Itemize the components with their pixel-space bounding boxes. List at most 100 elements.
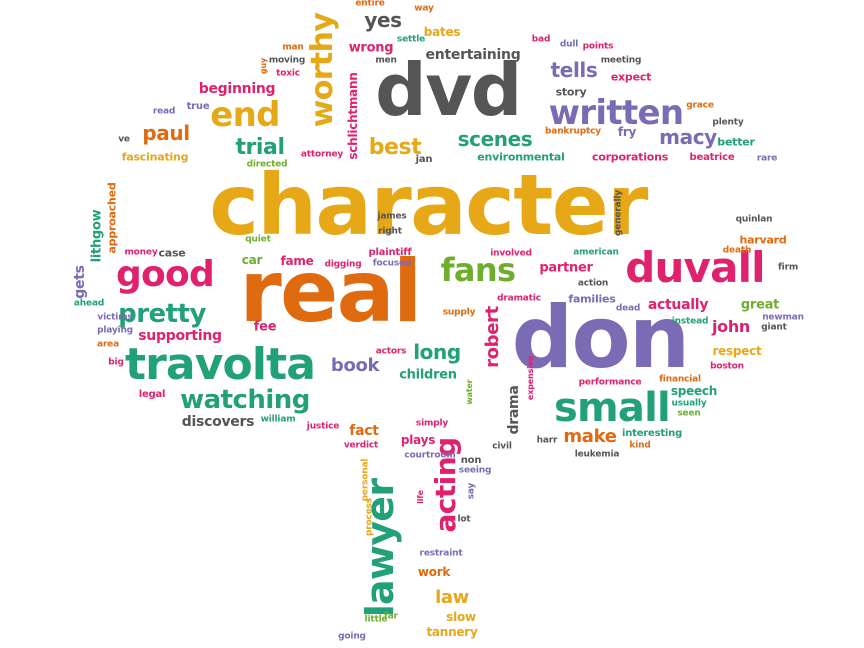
word-ahead: ahead — [73, 298, 105, 309]
word-lot: lot — [457, 514, 471, 525]
word-directed: directed — [246, 159, 288, 170]
word-ve: ve — [118, 134, 130, 145]
word-points: points — [582, 41, 614, 52]
word-james: james — [377, 211, 407, 222]
word-end: end — [210, 95, 280, 135]
word-water: water — [465, 379, 474, 405]
word-verdict: verdict — [343, 440, 379, 451]
word-schlichtmann: schlichtmann — [346, 72, 360, 160]
word-macy: macy — [659, 125, 717, 149]
word-approached: approached — [105, 182, 119, 254]
word-william: william — [260, 414, 296, 425]
word-respect: respect — [712, 344, 762, 358]
word-jan: jan — [415, 154, 433, 165]
word-guy: guy — [259, 57, 268, 75]
word-courtroom: courtroom — [404, 450, 456, 461]
word-partner: partner — [539, 260, 593, 276]
word-yes: yes — [364, 8, 402, 32]
word-robert: robert — [482, 306, 503, 368]
word-rare: rare — [756, 153, 778, 164]
word-big: big — [108, 357, 124, 368]
word-entertaining: entertaining — [425, 47, 521, 63]
word-financial: financial — [659, 374, 701, 385]
word-death: death — [722, 245, 752, 256]
word-read: read — [152, 106, 176, 117]
word-man: man — [282, 42, 304, 53]
word-law: law — [435, 587, 469, 608]
word-leukemia: leukemia — [574, 449, 620, 460]
word-better: better — [717, 135, 755, 149]
word-story: story — [555, 85, 587, 99]
word-tannery: tannery — [426, 625, 478, 639]
word-instead: instead — [671, 316, 709, 327]
word-bates: bates — [423, 25, 461, 39]
word-fee: fee — [253, 319, 277, 335]
word-money: money — [124, 247, 158, 258]
word-john: john — [712, 317, 750, 336]
word-attorney: attorney — [300, 149, 344, 160]
word-fry: fry — [617, 125, 637, 139]
word-supporting: supporting — [138, 328, 222, 344]
word-performance: performance — [578, 377, 642, 388]
word-simply: simply — [415, 418, 449, 429]
word-plays: plays — [400, 433, 436, 447]
word-families: families — [568, 292, 616, 306]
word-giant: giant — [761, 322, 787, 333]
word-civil: civil — [492, 441, 512, 452]
word-beatrice: beatrice — [689, 152, 735, 163]
word-paul: paul — [142, 121, 190, 145]
word-action: action — [577, 278, 609, 289]
word-victims: victims — [97, 312, 133, 323]
word-toxic: toxic — [276, 68, 300, 79]
word-dead: dead — [615, 303, 641, 314]
word-work: work — [417, 565, 451, 579]
word-actors: actors — [375, 346, 407, 357]
word-dull: dull — [559, 39, 579, 50]
word-corporations: corporations — [591, 150, 669, 164]
word-moving: moving — [268, 55, 306, 66]
word-expect: expect — [610, 70, 652, 84]
word-actually: actually — [647, 297, 709, 313]
word-american: american — [573, 247, 619, 258]
word-life: life — [416, 490, 425, 504]
word-harr: harr — [536, 435, 558, 446]
word-grace: grace — [686, 100, 714, 111]
word-travolta: travolta — [124, 339, 316, 390]
word-personal: personal — [360, 458, 371, 502]
word-dvd: dvd — [375, 48, 522, 132]
word-don: don — [511, 288, 690, 388]
word-worthy: worthy — [305, 12, 340, 128]
word-car: car — [241, 253, 263, 267]
word-fascinating: fascinating — [121, 150, 189, 164]
word-slow: slow — [446, 610, 476, 624]
word-drama: drama — [506, 385, 522, 435]
word-newman: newman — [762, 312, 804, 323]
word-far: far — [384, 611, 398, 622]
word-children: children — [399, 367, 457, 383]
word-beginning: beginning — [198, 81, 276, 97]
word-long: long — [413, 340, 461, 364]
word-good: good — [115, 254, 215, 295]
word-gets: gets — [72, 265, 88, 299]
word-way: way — [414, 3, 434, 14]
word-pretty: pretty — [118, 299, 206, 329]
word-watching: watching — [180, 385, 310, 415]
word-legal: legal — [138, 389, 166, 400]
word-small: small — [554, 385, 671, 431]
word-speech: speech — [670, 384, 718, 398]
word-focused: focused — [372, 258, 412, 269]
word-environmental: environmental — [477, 150, 565, 164]
word-kind: kind — [629, 440, 651, 451]
word-best: best — [368, 135, 422, 160]
word-non: non — [460, 455, 482, 466]
word-great: great — [740, 297, 780, 313]
word-settle: settle — [396, 34, 426, 45]
word-discovers: discovers — [181, 414, 255, 430]
word-tells: tells — [550, 58, 598, 82]
word-wrong: wrong — [348, 40, 394, 56]
word-process: process — [364, 498, 375, 536]
word-fact: fact — [349, 423, 379, 439]
word-interesting: interesting — [621, 428, 683, 439]
word-men: men — [375, 55, 397, 66]
